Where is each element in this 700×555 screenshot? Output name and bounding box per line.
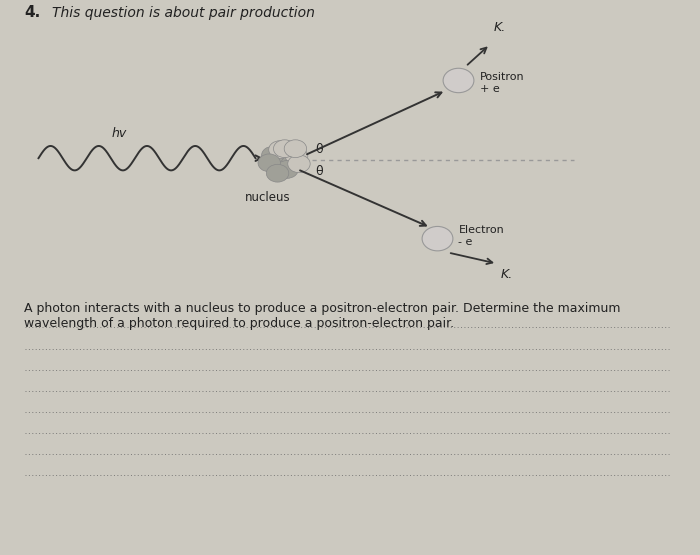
Circle shape bbox=[258, 154, 281, 171]
Circle shape bbox=[276, 160, 298, 178]
Text: Positron
+ e: Positron + e bbox=[480, 73, 524, 94]
Text: θ: θ bbox=[315, 165, 323, 178]
Text: θ: θ bbox=[315, 143, 323, 155]
Circle shape bbox=[288, 155, 310, 173]
Circle shape bbox=[286, 147, 308, 165]
Text: hv: hv bbox=[112, 127, 127, 140]
Circle shape bbox=[266, 164, 288, 182]
Circle shape bbox=[443, 68, 474, 93]
Text: K.: K. bbox=[500, 268, 512, 280]
Text: A photon interacts with a nucleus to produce a positron-electron pair. Determine: A photon interacts with a nucleus to pro… bbox=[25, 302, 621, 330]
Text: K.: K. bbox=[494, 21, 505, 33]
Circle shape bbox=[272, 152, 295, 170]
Circle shape bbox=[274, 140, 296, 158]
Text: 4.: 4. bbox=[25, 4, 41, 19]
Circle shape bbox=[284, 140, 307, 158]
Text: This question is about pair production: This question is about pair production bbox=[52, 6, 316, 19]
Circle shape bbox=[269, 141, 291, 159]
Circle shape bbox=[262, 147, 284, 164]
Circle shape bbox=[422, 226, 453, 251]
Text: nucleus: nucleus bbox=[245, 191, 290, 204]
Text: Electron
- e: Electron - e bbox=[458, 225, 504, 246]
